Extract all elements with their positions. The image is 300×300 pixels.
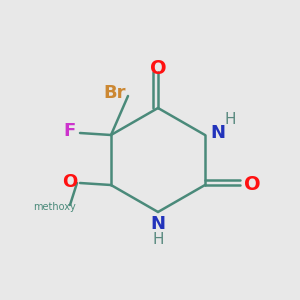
Text: H: H: [224, 112, 236, 127]
Text: N: N: [151, 215, 166, 233]
Text: O: O: [62, 173, 77, 191]
Text: H: H: [152, 232, 164, 247]
Text: F: F: [64, 122, 76, 140]
Text: O: O: [150, 58, 166, 77]
Text: methoxy: methoxy: [34, 202, 76, 212]
Text: Br: Br: [103, 84, 126, 102]
Text: N: N: [210, 124, 225, 142]
Text: O: O: [244, 176, 261, 194]
